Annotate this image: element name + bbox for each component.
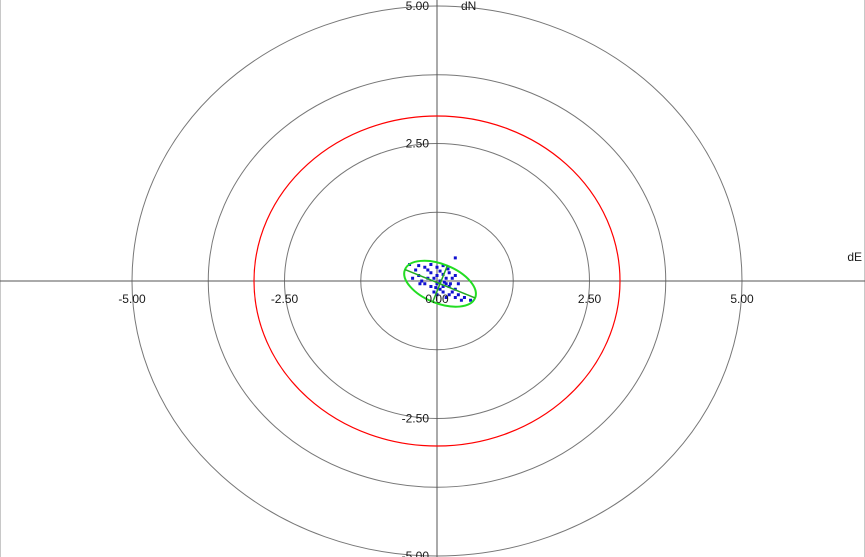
reference-circle-layer [253, 115, 621, 447]
data-point [438, 279, 442, 283]
x-tick-label: -2.50 [271, 292, 299, 306]
data-point [447, 285, 451, 288]
data-point [432, 290, 436, 294]
ellipse-minor-axis [432, 265, 449, 303]
data-point [423, 265, 427, 269]
data-point [456, 293, 460, 297]
data-point [435, 265, 439, 269]
x-tick-label: 5.00 [730, 292, 754, 306]
data-point [441, 290, 445, 294]
error-ellipse-layer [403, 259, 477, 308]
data-point [438, 269, 442, 273]
data-point [459, 298, 463, 302]
data-point [462, 296, 466, 299]
data-point [426, 268, 430, 272]
data-point [444, 282, 448, 286]
data-point [453, 274, 457, 277]
data-point [450, 276, 454, 280]
data-point [448, 282, 452, 286]
data-point [469, 298, 473, 302]
data-point [414, 268, 418, 272]
x-tick-label: 0.00 [425, 292, 449, 306]
data-point [453, 296, 457, 299]
x-tick-label: -5.00 [118, 292, 146, 306]
data-point [447, 293, 451, 297]
data-point [418, 282, 422, 286]
reference-circle [253, 115, 621, 447]
data-point [446, 267, 450, 271]
data-point [420, 279, 424, 283]
error-ellipse-group [403, 259, 477, 308]
data-point [444, 276, 448, 280]
data-point [417, 264, 421, 268]
data-point [447, 271, 451, 275]
y-tick-label: -5.00 [402, 549, 430, 557]
data-point [429, 271, 433, 275]
data-point [423, 282, 427, 286]
data-point [453, 256, 457, 260]
data-point [456, 282, 460, 286]
data-point [435, 274, 439, 277]
data-point [435, 282, 439, 286]
data-point [441, 285, 445, 288]
data-point [435, 293, 439, 297]
data-point [441, 264, 445, 268]
data-point [438, 287, 442, 291]
y-tick-label: 2.50 [406, 137, 430, 151]
y-tick-label: -2.50 [402, 412, 430, 426]
data-point [429, 285, 433, 288]
x-axis-label: dE [847, 250, 862, 264]
data-point [442, 280, 446, 284]
data-point [444, 296, 448, 299]
data-point [450, 290, 454, 294]
data-point [434, 286, 438, 290]
tick-labels: -5.00 -2.50 0.00 2.50 5.00 5.00 2.50 -2.50 -5.00… [118, 0, 862, 557]
x-tick-label: 2.50 [578, 292, 602, 306]
data-point [411, 276, 415, 280]
y-tick-label: 5.00 [406, 0, 430, 13]
y-axis-label: dN [461, 0, 476, 13]
data-point [429, 263, 433, 266]
data-point [432, 276, 436, 280]
